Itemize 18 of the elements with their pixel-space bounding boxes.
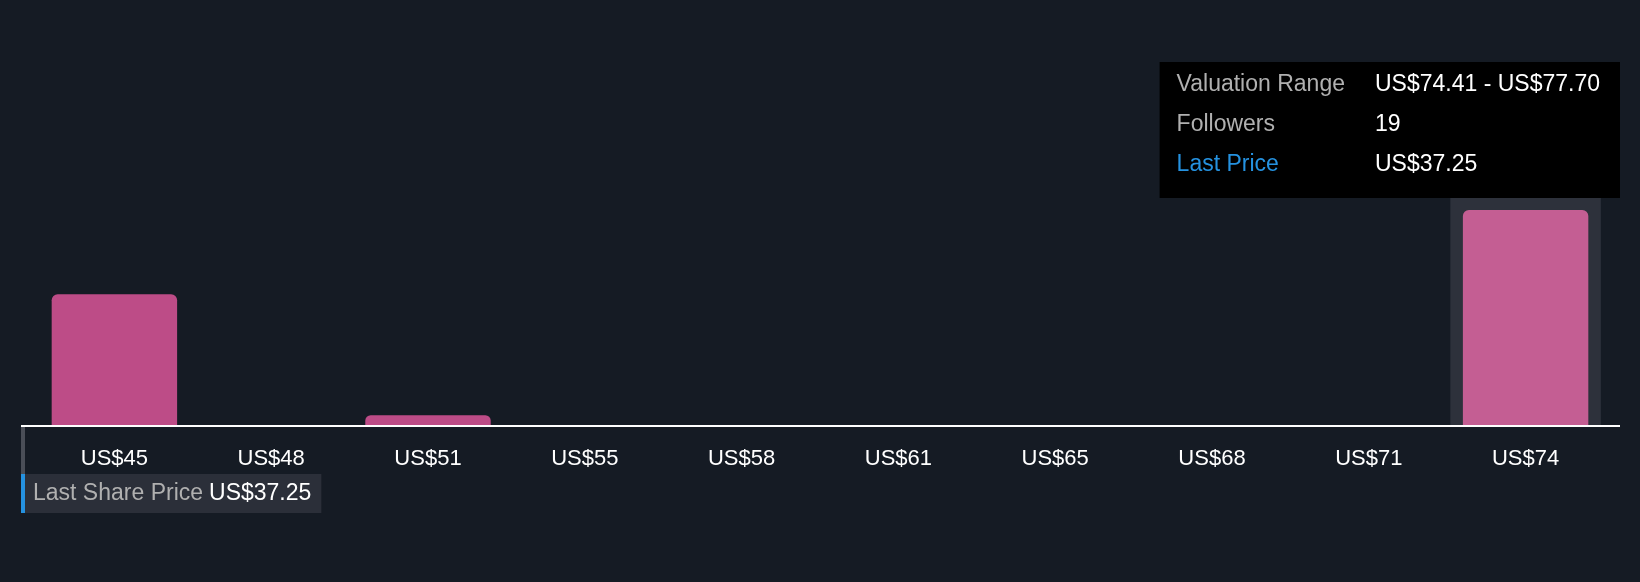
x-tick-label: US$58 — [707, 445, 776, 471]
text: US$37.25 — [209, 478, 312, 505]
x-tick-label: US$71 — [1335, 445, 1403, 471]
x-tick-label: US$45 — [80, 445, 149, 471]
text: US$74.41 - US$77.70 — [1374, 70, 1601, 97]
x-tick-label: US$74 — [1491, 445, 1560, 471]
text: Last Share Price — [33, 478, 204, 505]
x-tick-label: US$51 — [394, 445, 462, 471]
text: 19 — [1374, 110, 1401, 137]
text: Valuation Range — [1176, 70, 1345, 97]
text: Last Price — [1176, 150, 1279, 177]
x-tick-label: US$61 — [864, 445, 933, 471]
x-tick-label: US$68 — [1178, 445, 1246, 471]
x-tick-label: US$65 — [1021, 445, 1089, 471]
x-tick-label: US$48 — [237, 445, 305, 471]
text: Followers — [1176, 110, 1276, 137]
text: US$37.25 — [1374, 150, 1478, 177]
x-tick-label: US$55 — [551, 445, 619, 471]
